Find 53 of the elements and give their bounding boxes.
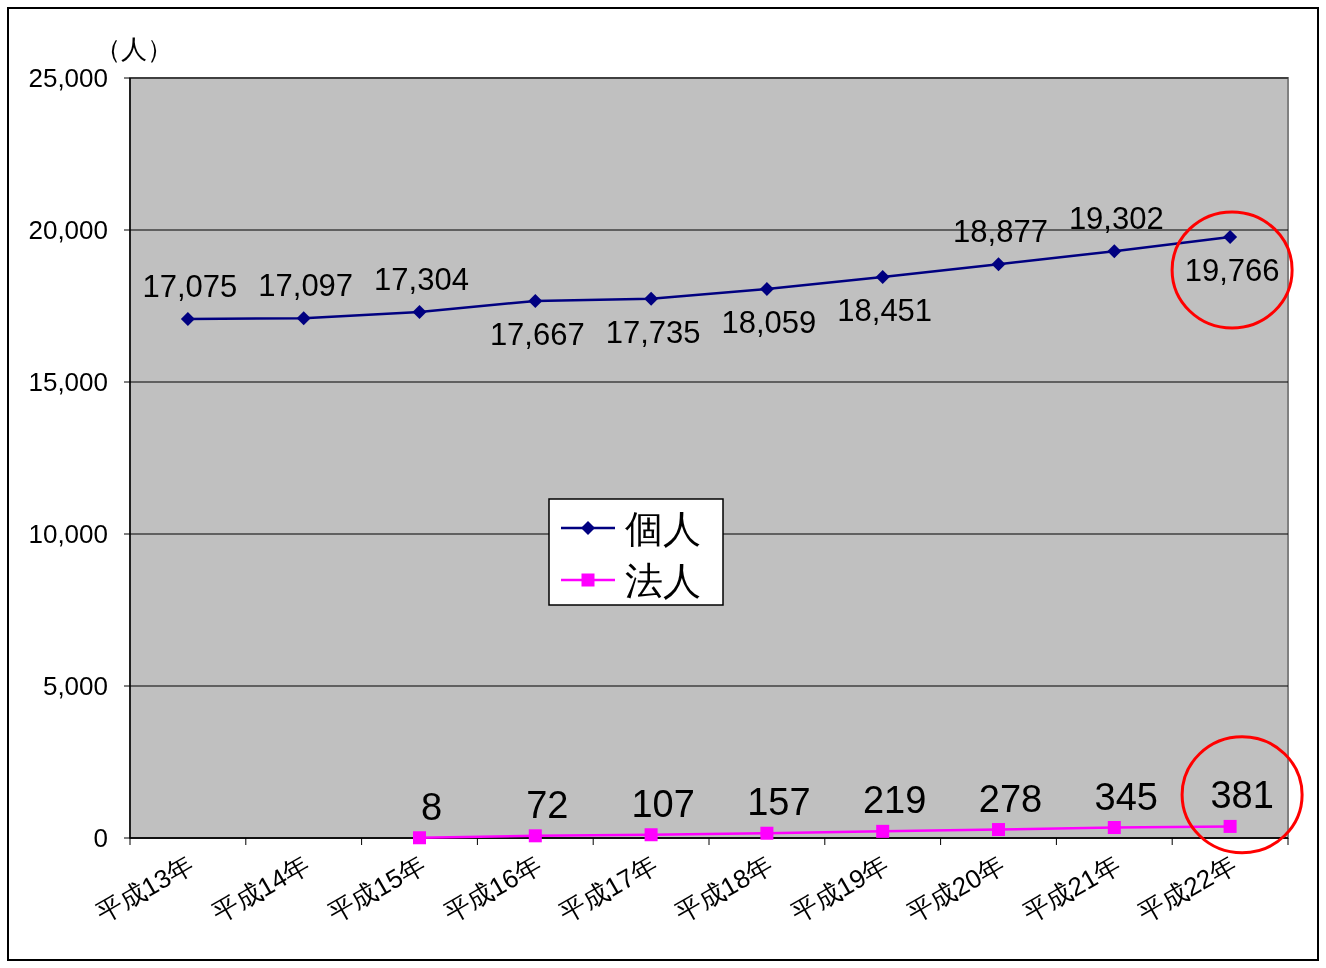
data-label: 345 [1094,775,1158,818]
x-tick-label: 平成22年 [1133,849,1242,929]
data-label: 17,075 [142,268,238,304]
point [644,291,659,306]
y-tick-label: 5,000 [42,671,108,701]
data-label: 17,097 [258,268,354,304]
x-tick-label: 平成16年 [438,849,547,929]
data-label: 17,735 [605,314,701,350]
data-label: 18,451 [837,293,933,329]
point [644,828,658,842]
point [296,311,311,326]
data-label: 72 [526,783,569,826]
point [1223,819,1237,833]
x-tick-label: 平成21年 [1017,849,1126,929]
data-label: 381 [1210,774,1274,817]
point [991,257,1006,272]
data-label: 157 [747,781,811,824]
point [876,824,890,838]
point [992,823,1005,837]
x-tick-label: 平成20年 [901,849,1010,929]
data-label: 278 [978,777,1043,820]
point [1223,230,1238,245]
legend-label: 法人 [625,560,701,602]
point [760,826,774,840]
data-label: 8 [420,785,443,828]
point [1107,244,1122,259]
point [875,270,890,285]
point [180,311,195,326]
data-label: 17,667 [489,316,585,352]
y-tick-label: 25,000 [28,63,108,93]
data-label: 19,302 [1068,201,1164,237]
data-label: 18,877 [953,214,1048,250]
data-label: 219 [863,779,927,822]
x-tick-label: 平成19年 [786,849,894,929]
data-label: 18,059 [721,305,817,341]
y-tick-label: 15,000 [28,367,108,397]
y-tick-label: 10,000 [28,519,108,549]
point [528,829,542,843]
x-tick-label: 平成14年 [207,849,315,929]
x-tick-label: 平成17年 [554,849,663,929]
x-tick-label: 平成15年 [322,849,431,929]
data-label: 107 [631,782,695,825]
point [1107,821,1121,835]
data-label: 19,766 [1184,253,1280,289]
y-tick-label: 20,000 [28,215,108,245]
point [759,282,774,297]
point [413,831,426,845]
x-tick-label: 平成18年 [670,849,778,929]
data-label: 17,304 [374,261,469,297]
point [528,293,543,308]
legend-label: 個人 [625,508,701,550]
point [412,304,427,319]
y-axis-title: （人） [95,34,173,64]
